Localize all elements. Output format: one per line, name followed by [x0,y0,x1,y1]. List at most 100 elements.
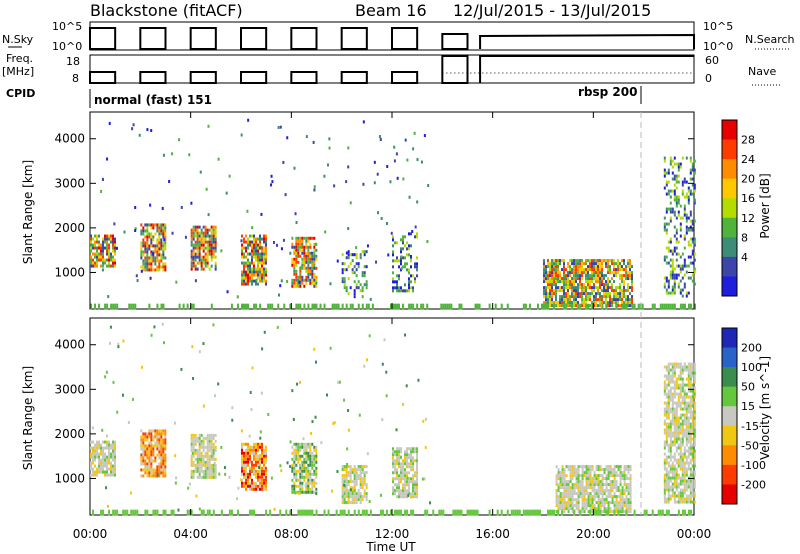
scatter-cell [94,243,96,247]
scatter-cell [112,449,114,453]
scatter-cell [98,470,100,474]
scatter-cell [106,473,108,477]
scatter-cell [601,504,604,508]
scatter-cell [134,229,137,233]
scatter-cell [536,509,539,516]
scatter-cell [261,478,263,482]
scatter-cell [341,483,344,487]
scatter-cell [691,228,694,232]
scatter-cell [585,489,588,493]
scatter-cell [110,252,112,256]
scatter-cell [230,303,233,310]
scatter-cell [595,295,597,299]
scatter-cell [196,240,199,244]
scatter-cell [198,243,201,247]
scatter-cell [563,480,566,484]
scatter-cell [563,495,566,499]
scatter-cell [295,248,298,252]
scatter-cell [311,269,314,273]
scatter-cell [102,258,104,262]
scatter-cell [667,171,670,175]
scatter-cell [192,469,195,473]
scatter-cell [583,262,585,266]
scatter-cell [323,303,326,310]
scatter-cell [295,278,298,282]
scatter-cell [621,289,623,293]
scatter-cell [307,478,310,482]
scatter-cell [329,282,332,286]
scatter-cell [665,291,668,295]
scatter-cell [693,201,696,205]
scatter-cell [359,480,362,484]
scatter-cell [307,248,310,252]
scatter-cell [303,466,306,470]
scatter-cell [270,183,273,187]
scatter-cell [301,442,304,446]
scatter-cell [663,258,666,262]
scatter-cell [305,135,308,139]
scatter-cell [609,265,611,269]
scatter-cell [396,450,398,454]
scatter-cell [585,477,588,481]
scatter-cell [114,473,116,477]
scatter-cell [313,257,316,261]
scatter-cell [200,264,203,268]
scatter-cell [102,464,104,468]
scatter-cell [108,455,110,459]
scatter-cell [96,443,98,447]
scatter-cell [226,290,229,294]
scatter-cell [555,489,558,493]
scatter-cell [665,374,668,378]
scatter-cell [571,268,573,272]
velocity-cbar-label: Velocity [m s^-1] [758,356,772,460]
scatter-cell [416,477,418,481]
scatter-cell [410,495,412,499]
scatter-cell [673,234,676,238]
scatter-cell [128,303,131,310]
scatter-cell [307,451,310,455]
scatter-cell [257,448,259,452]
scatter-cell [160,450,163,454]
scatter-cell [412,495,414,499]
scatter-cell [156,253,159,257]
scatter-cell [194,442,197,446]
scatter-cell [593,486,596,490]
scatter-cell [204,252,207,256]
scatter-cell [315,451,318,455]
scatter-cell [613,465,616,469]
scatter-cell [671,159,674,163]
scatter-cell [693,461,696,465]
scatter-cell [164,441,167,445]
scatter-cell [667,461,670,465]
scatter-cell [599,483,602,487]
scatter-cell [687,264,690,268]
scatter-cell [629,501,632,505]
scatter-cell [293,269,296,273]
scatter-cell [345,289,348,293]
scatter-cell [609,292,611,296]
scatter-cell [625,501,628,505]
scatter-cell [150,444,153,448]
scatter-cell [683,500,686,504]
scatter-cell [218,472,221,476]
scatter-cell [581,480,584,484]
scatter-cell [621,303,624,310]
scatter-cell [569,471,572,475]
scatter-cell [243,451,245,455]
scatter-cell [563,498,566,502]
scatter-cell [663,386,666,390]
scatter-cell [685,264,688,268]
scatter-cell [565,492,568,496]
scatter-cell [569,465,572,469]
scatter-cell [605,483,608,487]
scatter-cell [263,246,265,250]
scatter-cell [532,509,535,516]
scatter-cell [158,253,161,257]
scatter-cell [210,463,213,467]
scatter-cell [158,453,161,457]
scatter-cell [265,240,267,244]
scatter-cell [90,473,92,477]
scatter-cell [389,303,392,310]
scatter-cell [106,303,109,310]
scatter-cell [255,255,257,259]
